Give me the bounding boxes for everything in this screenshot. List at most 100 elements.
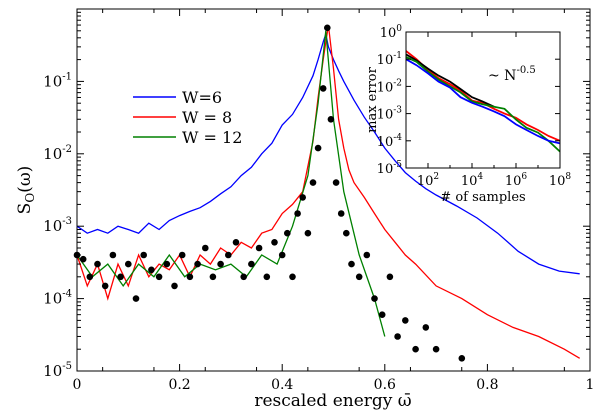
y-label-sub: O [23,193,37,203]
inset-x-tick-label: 102 [417,172,439,189]
data-point [332,179,340,186]
y-tick-label: 10-5 [43,361,72,380]
data-point [140,251,147,259]
main-plot-frame [76,8,591,372]
data-point [327,116,335,123]
data-point [324,24,331,32]
inset-x-tick-label: 108 [549,172,572,189]
main-x-axis-label: rescaled energy ω̄ [254,391,411,411]
data-point [117,273,124,281]
data-point [309,179,317,186]
legend-label-2: W = 12 [182,128,242,147]
inset-plot: 102 104 106 108 10-5 10-4 10-3 10-2 10-1 100 # o… [365,24,571,205]
main-y-axis-label: SO(ω) [15,166,37,215]
data-point [319,85,327,92]
data-point [186,273,194,281]
data-point [378,311,386,319]
data-point [278,251,286,259]
inset-series-line-3 [405,58,561,145]
data-point [109,251,117,259]
svg-text:SO(ω): SO(ω) [15,166,37,215]
y-tick-label: 10-3 [43,216,72,235]
data-point [271,239,278,246]
data-point [155,273,163,281]
main-x-axis: 0 0.2 0.4 0.6 0.8 1 [73,9,595,393]
y-tick-label: 10-2 [43,144,72,163]
data-point [194,260,201,268]
y-tick-label: 10-1 [43,71,72,90]
data-point [125,260,132,268]
inset-plot-frame [405,31,561,169]
data-point [79,255,87,263]
x-tick-label: 0.4 [271,377,293,393]
data-point [209,273,217,281]
data-point [412,345,419,353]
y-tick-label: 10-4 [43,289,72,308]
data-point [386,273,394,281]
y-label-main: S [15,203,35,215]
data-point [294,210,301,217]
data-point [163,260,171,268]
inset-annotation: ~ N-0.5 [488,65,536,84]
data-point [402,317,409,324]
main-markers-group [73,24,466,362]
data-point [132,295,140,302]
inset-x-tick-label: 104 [461,172,484,189]
data-point [343,229,350,237]
data-point [363,251,371,259]
series-line-0 [76,31,580,275]
inset-series-line-2 [405,56,561,153]
x-tick-label: 0 [73,377,82,393]
inset-x-tick-label: 106 [505,172,528,189]
data-point [337,210,345,217]
data-point [240,273,247,281]
legend: W=6W = 8W = 12 [133,88,242,147]
data-point [432,345,440,353]
data-point [202,244,209,252]
data-point [217,260,224,268]
data-point [94,260,101,268]
data-point [422,324,430,331]
data-point [248,260,255,268]
inset-x-axis: 102 104 106 108 [417,32,572,189]
data-point [255,244,263,252]
inset-x-axis-label: # of samples [440,190,525,205]
data-point [171,282,178,290]
data-point [225,251,232,259]
main-plot: 0 0.2 0.4 0.6 0.8 1 10-5 10-4 10-3 10-2 10-1 resc… [15,8,595,411]
y-label-arg: (ω) [15,166,35,193]
data-point [299,194,307,201]
inset-background [406,32,560,168]
x-tick-label: 1 [586,377,595,393]
data-point [348,260,355,268]
data-point [101,282,109,290]
data-point [355,273,363,281]
x-tick-label: 0.2 [168,377,190,393]
inset-y-tick-label: 10-3 [377,106,403,123]
inset-y-tick-label: 10-5 [377,160,403,177]
legend-label-1: W = 8 [182,108,232,127]
inset-series-line-1 [405,53,495,108]
data-point [314,144,322,152]
data-point [232,239,240,246]
inset-y-axis: 10-5 10-4 10-3 10-2 10-1 100 [377,24,560,177]
x-tick-label: 0.6 [374,377,396,393]
data-point [371,295,378,302]
inset-y-axis-label: max error [365,66,380,132]
inset-y-tick-label: 10-2 [377,78,402,95]
inset-series-line-0 [405,50,561,142]
data-point [289,273,296,281]
x-tick-label: 0.8 [476,377,498,393]
inset-y-tick-label: 10-1 [377,51,402,68]
data-point [178,251,186,259]
data-point [148,266,155,274]
data-point [458,355,466,362]
data-point [284,229,291,237]
data-point [86,273,94,281]
data-point [304,229,312,237]
data-point [394,333,401,340]
inset-y-tick-label: 100 [380,24,403,41]
legend-label-0: W=6 [182,88,222,107]
